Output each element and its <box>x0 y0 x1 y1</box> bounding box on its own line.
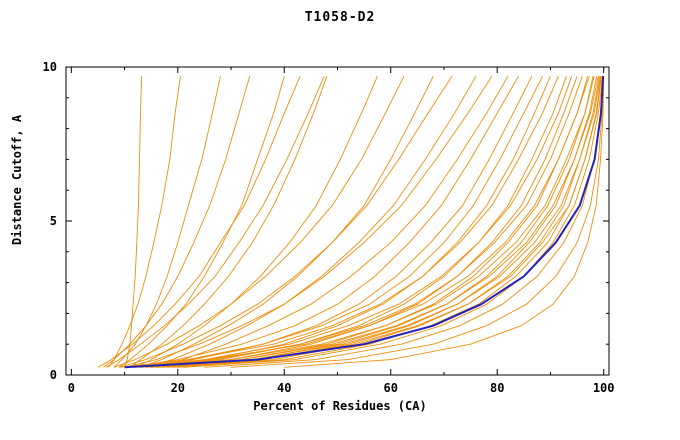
x-tick-label: 80 <box>490 381 504 395</box>
model-curves <box>97 75 605 368</box>
model-curve <box>140 76 595 368</box>
best-model-group <box>124 76 605 369</box>
model-curve <box>124 75 543 368</box>
x-tick-label: 40 <box>277 381 291 395</box>
model-curve <box>119 76 559 368</box>
model-curve <box>230 76 605 368</box>
x-axis-label: Percent of Residues (CA) <box>253 399 427 413</box>
model-curve <box>124 76 143 368</box>
model-curve <box>135 76 378 368</box>
model-curve <box>129 75 519 368</box>
model-curve <box>113 76 221 368</box>
model-curve <box>124 75 493 368</box>
model-curve <box>156 76 589 368</box>
model-curve <box>108 76 181 368</box>
y-tick-label: 5 <box>50 214 57 228</box>
model-curve <box>113 75 405 368</box>
model-curve <box>103 76 251 368</box>
model-curve <box>105 76 325 368</box>
x-tick-label: 60 <box>384 381 398 395</box>
model-curve <box>119 75 453 368</box>
model-curve <box>151 75 509 368</box>
model-curve <box>145 76 599 368</box>
y-tick-label: 10 <box>43 60 57 74</box>
model-curve <box>172 76 600 368</box>
model-curve <box>118 76 285 368</box>
model-curve <box>97 76 301 368</box>
y-axis-label: Distance Cutoff, A <box>10 114 24 245</box>
chart-title: T1058-D2 <box>304 10 376 25</box>
model-curve <box>151 76 601 368</box>
model-curve <box>129 76 573 368</box>
model-curve <box>124 76 590 368</box>
y-tick-label: 0 <box>50 368 57 382</box>
x-tick-label: 100 <box>593 381 615 395</box>
axes: 0 20 40 60 80 100 0 5 10 <box>43 60 615 395</box>
model-curve <box>161 76 594 368</box>
x-tick-label: 20 <box>171 381 185 395</box>
model-curve <box>284 76 605 368</box>
best-model-curve <box>124 76 605 369</box>
x-tick-label: 0 <box>68 381 75 395</box>
model-curve <box>140 75 434 368</box>
model-curve <box>129 76 328 368</box>
model-curve <box>145 76 567 368</box>
model-curve <box>135 75 533 368</box>
model-curve <box>145 75 477 368</box>
